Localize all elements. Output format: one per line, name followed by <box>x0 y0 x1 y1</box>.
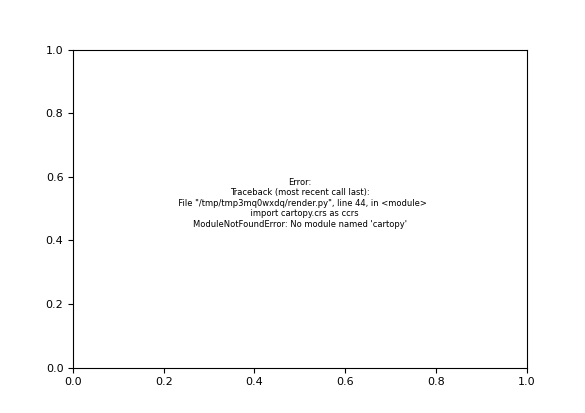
Text: Error:
Traceback (most recent call last):
  File "/tmp/tmphizz06ms/render.py", l: Error: Traceback (most recent call last)… <box>176 178 424 239</box>
